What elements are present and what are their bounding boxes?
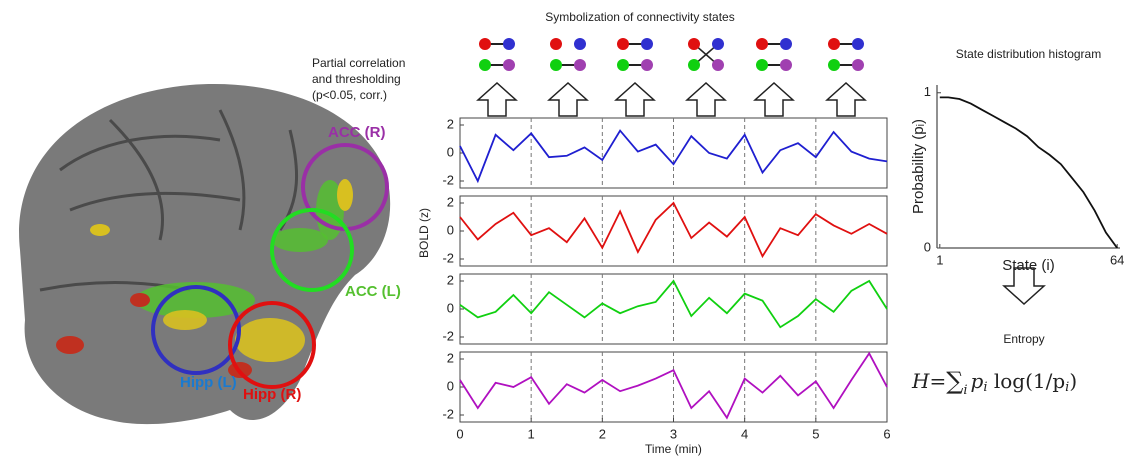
- series-line: [939, 96, 1118, 249]
- formula-part: ): [1069, 369, 1077, 393]
- node: [828, 59, 840, 71]
- node: [712, 59, 724, 71]
- node: [756, 38, 768, 50]
- node: [479, 38, 491, 50]
- brain-label: Hipp (R): [243, 386, 301, 403]
- series-line: [459, 351, 888, 420]
- x-tick-label: 1: [936, 252, 943, 267]
- formula-part: i: [963, 383, 967, 398]
- y-axis-label: BOLD (z): [417, 208, 431, 258]
- node: [641, 59, 653, 71]
- x-tick-label: 3: [670, 426, 677, 441]
- entropy-label: Entropy: [1003, 332, 1044, 346]
- series-line: [459, 129, 888, 184]
- series-line: [459, 201, 888, 259]
- brain-label: Hipp (L): [180, 374, 237, 391]
- node: [479, 59, 491, 71]
- y-tick-label: 2: [447, 194, 454, 209]
- node: [641, 38, 653, 50]
- y-tick-label: 0: [447, 300, 454, 315]
- node: [503, 59, 515, 71]
- y-tick-label: 0: [924, 239, 931, 254]
- y-tick-label: 1: [924, 84, 931, 99]
- node: [574, 59, 586, 71]
- y-tick-label: 0: [447, 378, 454, 393]
- node: [550, 38, 562, 50]
- y-tick-label: -2: [442, 172, 454, 187]
- node: [780, 38, 792, 50]
- formula-part: i: [983, 380, 987, 395]
- y-axis-label: Probability (pᵢ): [910, 119, 927, 214]
- threshold-note: (p<0.05, corr.): [312, 88, 387, 102]
- x-tick-label: 0: [456, 426, 463, 441]
- formula-part: H=: [911, 369, 946, 393]
- up-arrow: [685, 81, 727, 117]
- brain: [19, 84, 391, 425]
- up-arrow: [476, 81, 518, 117]
- x-axis-label: Time (min): [645, 442, 702, 456]
- x-tick-label: 1: [528, 426, 535, 441]
- down-arrow: [1002, 267, 1046, 306]
- y-tick-label: 2: [447, 350, 454, 365]
- y-tick-label: 0: [447, 222, 454, 237]
- node: [852, 59, 864, 71]
- formula: H=∑i pi log(1/pi): [911, 367, 1077, 398]
- formula-part: p: [971, 369, 984, 393]
- chart-title: State distribution histogram: [956, 47, 1101, 61]
- up-arrow: [547, 81, 589, 117]
- up-arrow: [614, 81, 656, 117]
- y-tick-label: 2: [447, 272, 454, 287]
- x-tick-label: 4: [741, 426, 748, 441]
- node: [780, 59, 792, 71]
- node: [828, 38, 840, 50]
- node: [852, 38, 864, 50]
- series-line: [459, 279, 888, 329]
- symbolization-title: Symbolization of connectivity states: [545, 10, 734, 24]
- y-tick-label: 2: [447, 116, 454, 131]
- formula-part: log(1/p: [988, 369, 1066, 393]
- brain-label: ACC (R): [328, 124, 386, 141]
- y-tick-label: 0: [447, 144, 454, 159]
- node: [617, 38, 629, 50]
- x-tick-label: 5: [812, 426, 819, 441]
- node: [574, 38, 586, 50]
- node: [617, 59, 629, 71]
- node: [688, 59, 700, 71]
- threshold-note: and thresholding: [312, 72, 401, 86]
- x-tick-label: 6: [883, 426, 890, 441]
- node: [550, 59, 562, 71]
- x-tick-label: 2: [599, 426, 606, 441]
- y-tick-label: -2: [442, 406, 454, 421]
- x-tick-label: 64: [1110, 252, 1124, 267]
- node: [503, 38, 515, 50]
- threshold-note: Partial correlation: [312, 56, 405, 70]
- formula-part: ∑: [946, 367, 963, 395]
- brain-label: ACC (L): [345, 283, 401, 300]
- y-tick-label: -2: [442, 328, 454, 343]
- y-tick-label: -2: [442, 250, 454, 265]
- up-arrow: [753, 81, 795, 117]
- node: [712, 38, 724, 50]
- up-arrow: [825, 81, 867, 117]
- x-axis-label: State (i): [1002, 257, 1055, 274]
- node: [688, 38, 700, 50]
- node: [756, 59, 768, 71]
- formula-part: i: [1065, 380, 1069, 395]
